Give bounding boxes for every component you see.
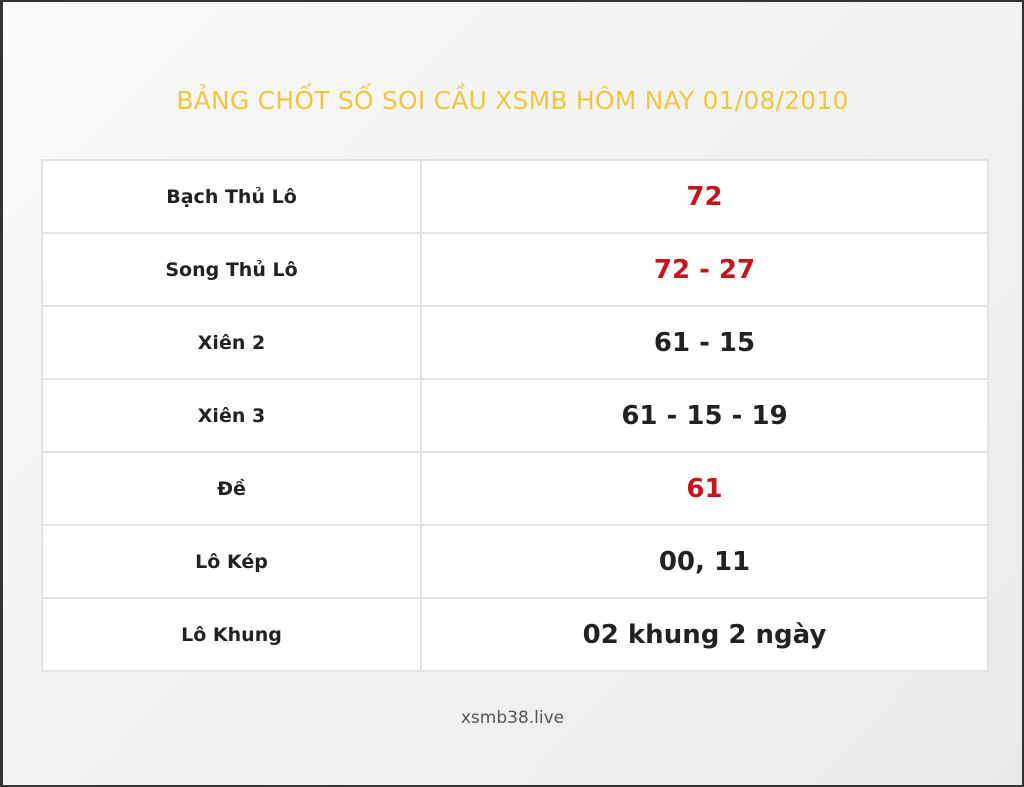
table-row: Lô Kép 00, 11 — [41, 524, 989, 599]
row-label: Đề — [41, 451, 422, 526]
row-value: 00, 11 — [420, 524, 989, 599]
table-row: Lô Khung 02 khung 2 ngày — [41, 597, 989, 672]
table-row: Xiên 2 61 - 15 — [41, 305, 989, 380]
row-label: Lô Khung — [41, 597, 422, 672]
table-row: Xiên 3 61 - 15 - 19 — [41, 378, 989, 453]
row-value: 61 — [420, 451, 989, 526]
row-value: 61 - 15 - 19 — [420, 378, 989, 453]
table-row: Song Thủ Lô 72 - 27 — [41, 232, 989, 307]
row-value: 72 — [420, 159, 989, 234]
table-row: Bạch Thủ Lô 72 — [41, 159, 989, 234]
row-value: 72 - 27 — [420, 232, 989, 307]
table-row: Đề 61 — [41, 451, 989, 526]
row-label: Xiên 3 — [41, 378, 422, 453]
row-label: Lô Kép — [41, 524, 422, 599]
row-value: 02 khung 2 ngày — [420, 597, 989, 672]
row-label: Bạch Thủ Lô — [41, 159, 422, 234]
site-footer: xsmb38.live — [460, 708, 565, 728]
row-label: Song Thủ Lô — [41, 232, 422, 307]
row-value: 61 - 15 — [420, 305, 989, 380]
page-title: BẢNG CHỐT SỐ SOI CẦU XSMB HÔM NAY 01/08/… — [176, 86, 849, 115]
row-label: Xiên 2 — [41, 305, 422, 380]
